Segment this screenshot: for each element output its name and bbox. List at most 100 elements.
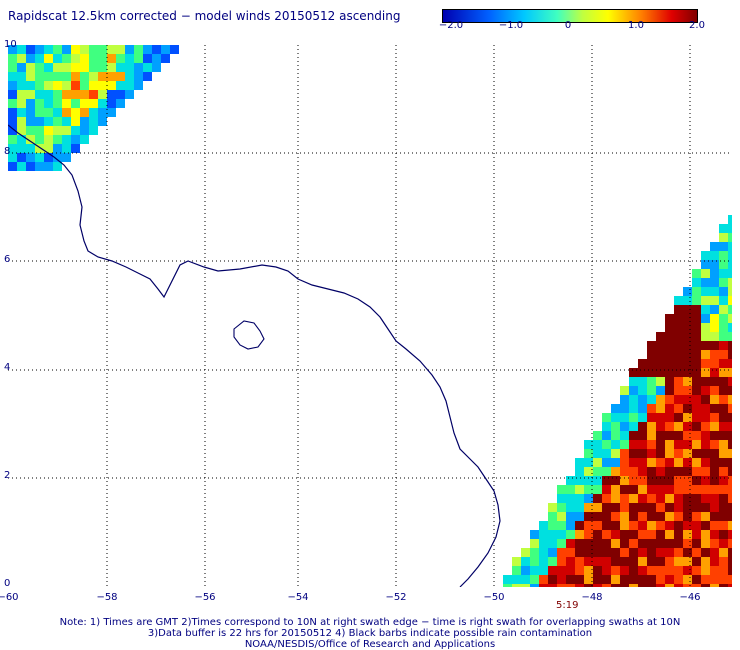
wind-diff-cell <box>710 323 719 332</box>
wind-diff-cell <box>53 72 62 81</box>
wind-diff-cell <box>584 440 593 449</box>
wind-diff-cell <box>566 503 575 512</box>
wind-diff-cell <box>566 584 575 587</box>
wind-diff-cell <box>692 548 701 557</box>
wind-diff-cell <box>692 287 701 296</box>
wind-diff-cell <box>107 99 116 108</box>
wind-diff-cell <box>728 368 732 377</box>
wind-diff-cell <box>602 422 611 431</box>
wind-diff-cell <box>503 575 512 584</box>
wind-diff-cell <box>62 99 71 108</box>
wind-diff-cell <box>728 458 732 467</box>
wind-diff-cell <box>134 72 143 81</box>
y-tick-label: 6 <box>4 254 11 265</box>
wind-diff-cell <box>530 584 539 587</box>
wind-diff-cell <box>503 584 512 587</box>
wind-diff-cell <box>656 359 665 368</box>
wind-diff-cell <box>719 386 728 395</box>
wind-diff-cell <box>674 575 683 584</box>
wind-diff-cell <box>710 494 719 503</box>
wind-diff-cell <box>620 521 629 530</box>
wind-diff-cell <box>665 485 674 494</box>
wind-diff-cell <box>584 449 593 458</box>
wind-diff-cell <box>620 512 629 521</box>
wind-diff-cell <box>80 54 89 63</box>
wind-diff-cell <box>125 72 134 81</box>
x-tick-label: −56 <box>194 592 216 603</box>
wind-diff-cell <box>620 422 629 431</box>
wind-diff-cell <box>629 413 638 422</box>
wind-diff-cell <box>674 539 683 548</box>
wind-diff-cell <box>548 530 557 539</box>
wind-diff-cell <box>611 539 620 548</box>
wind-diff-cell <box>26 54 35 63</box>
wind-diff-cell <box>701 458 710 467</box>
wind-diff-cell <box>557 566 566 575</box>
wind-diff-cell <box>539 584 548 587</box>
wind-diff-cell <box>701 503 710 512</box>
wind-diff-cell <box>719 413 728 422</box>
wind-diff-cell <box>719 269 728 278</box>
wind-diff-cell <box>692 350 701 359</box>
wind-diff-cell <box>89 63 98 72</box>
wind-diff-cell <box>557 521 566 530</box>
wind-diff-cell <box>683 350 692 359</box>
wind-diff-cell <box>710 458 719 467</box>
wind-diff-cell <box>656 440 665 449</box>
wind-diff-cell <box>593 494 602 503</box>
wind-diff-cell <box>629 458 638 467</box>
wind-diff-cell <box>692 566 701 575</box>
wind-diff-cell <box>719 404 728 413</box>
wind-diff-cell <box>674 314 683 323</box>
wind-diff-cell <box>647 557 656 566</box>
wind-diff-cell <box>557 548 566 557</box>
wind-diff-cell <box>44 135 53 144</box>
wind-diff-cell <box>674 377 683 386</box>
wind-diff-cell <box>701 548 710 557</box>
wind-diff-cell <box>656 476 665 485</box>
wind-diff-cell <box>692 467 701 476</box>
wind-diff-cell <box>566 548 575 557</box>
wind-diff-cell <box>638 386 647 395</box>
wind-diff-cell <box>8 45 17 54</box>
wind-diff-cell <box>656 584 665 587</box>
wind-diff-cell <box>143 72 152 81</box>
wind-diff-cell <box>728 233 732 242</box>
swath-left <box>8 45 179 171</box>
wind-diff-cell <box>134 45 143 54</box>
wind-diff-cell <box>71 117 80 126</box>
wind-diff-cell <box>638 476 647 485</box>
wind-diff-cell <box>692 485 701 494</box>
wind-diff-cell <box>719 296 728 305</box>
wind-diff-cell <box>602 458 611 467</box>
wind-diff-cell <box>710 485 719 494</box>
wind-diff-cell <box>692 530 701 539</box>
wind-diff-cell <box>44 153 53 162</box>
wind-diff-cell <box>728 260 732 269</box>
wind-diff-cell <box>656 548 665 557</box>
swath-right <box>503 215 732 587</box>
wind-diff-cell <box>665 386 674 395</box>
wind-diff-cell <box>575 521 584 530</box>
wind-diff-cell <box>701 467 710 476</box>
wind-diff-cell <box>683 467 692 476</box>
wind-diff-cell <box>620 458 629 467</box>
wind-diff-cell <box>629 368 638 377</box>
wind-diff-cell <box>638 557 647 566</box>
wind-diff-cell <box>611 494 620 503</box>
wind-diff-cell <box>26 135 35 144</box>
wind-diff-cell <box>692 575 701 584</box>
wind-diff-cell <box>575 584 584 587</box>
wind-diff-cell <box>530 539 539 548</box>
wind-diff-cell <box>593 566 602 575</box>
wind-diff-cell <box>647 413 656 422</box>
wind-diff-cell <box>647 386 656 395</box>
wind-diff-cell <box>638 422 647 431</box>
wind-diff-cell <box>575 476 584 485</box>
wind-diff-cell <box>17 135 26 144</box>
wind-diff-cell <box>8 135 17 144</box>
wind-diff-cell <box>638 575 647 584</box>
wind-diff-cell <box>638 494 647 503</box>
wind-diff-cell <box>125 54 134 63</box>
wind-diff-cell <box>44 90 53 99</box>
